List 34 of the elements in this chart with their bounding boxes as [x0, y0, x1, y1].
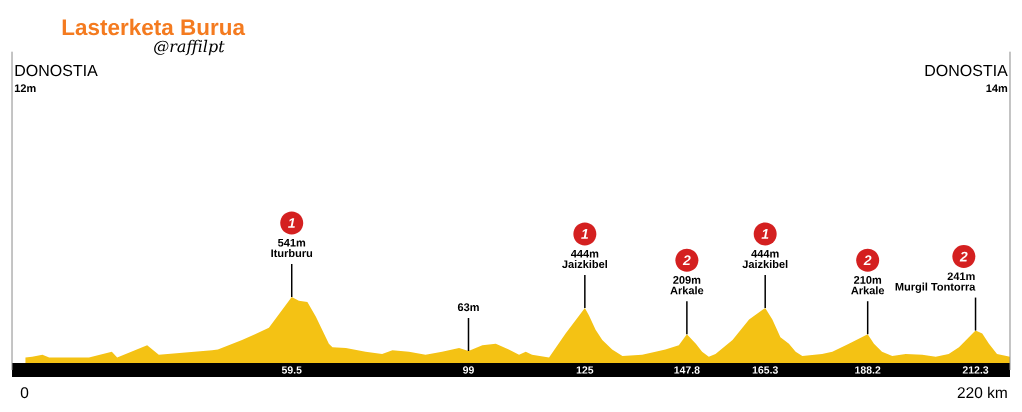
text: 1 [581, 229, 588, 239]
x-tick-label: 99 [463, 366, 474, 374]
x-tick-label: 59.5 [281, 366, 302, 374]
text: DONOSTIA [15, 64, 98, 77]
annotation: Arkale [851, 286, 885, 295]
annotation: Jaizkibel [562, 259, 607, 269]
text: 210m [853, 276, 882, 284]
text: 2 [959, 251, 968, 262]
text: 14m [986, 84, 1008, 92]
text: 2 [682, 255, 691, 266]
text: 541m [278, 238, 306, 247]
text: DONOSTIA [925, 64, 1008, 77]
x-tick-label: 125 [576, 366, 594, 374]
text: 2 [863, 255, 872, 266]
x-tick-label: 188.2 [855, 366, 881, 374]
chart-title: Lasterketa Burua [62, 18, 246, 36]
text: 1 [761, 229, 769, 239]
text: 444m [751, 249, 779, 258]
chart-subtitle: @raffilpt [154, 39, 225, 56]
text: 220 km [957, 386, 1007, 399]
annotation: Arkale [670, 286, 704, 295]
annotation: Murgil Tontorra [895, 282, 976, 293]
annotation: Jaizkibel [742, 259, 788, 269]
annotation: Iturburu [271, 249, 313, 258]
text: 1 [288, 218, 295, 228]
text: 209m [673, 276, 701, 284]
annotation: 63m [457, 303, 479, 312]
x-tick-label: 165.3 [752, 366, 778, 374]
text: 241m [947, 272, 975, 281]
text: 0 [20, 387, 29, 399]
x-tick-label: 147.8 [674, 366, 700, 374]
text: 12m [14, 84, 36, 92]
x-tick-label: 212.3 [962, 366, 989, 374]
text: 444m [570, 249, 599, 258]
